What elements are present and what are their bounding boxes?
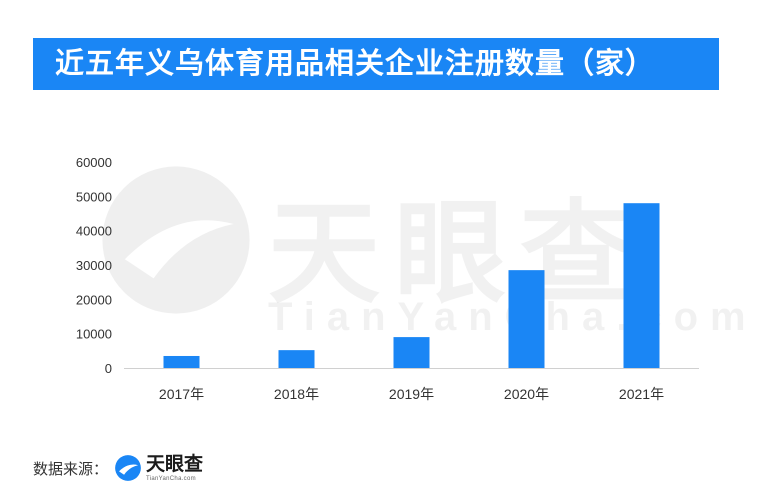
y-tick-label: 0 xyxy=(105,361,112,376)
y-tick-label: 30000 xyxy=(76,258,112,273)
x-tick-label: 2018年 xyxy=(274,386,319,402)
watermark-text: 天眼查 xyxy=(268,191,646,316)
logo-name: 天眼查 xyxy=(146,453,204,475)
y-tick-label: 50000 xyxy=(76,189,112,204)
title-banner: 近五年义乌体育用品相关企业注册数量（家） xyxy=(33,38,719,90)
watermark-logo-icon xyxy=(102,166,250,314)
logo-domain: TianYanCha.com xyxy=(146,475,196,482)
y-tick-label: 20000 xyxy=(76,292,112,307)
bar xyxy=(163,355,200,368)
chart-title: 近五年义乌体育用品相关企业注册数量（家） xyxy=(55,48,656,80)
tianyancha-logo: 天眼查 TianYanCha.com xyxy=(114,454,203,482)
x-tick-label: 2017年 xyxy=(159,386,204,402)
footer: 数据来源： 天眼查 TianYanCha.com xyxy=(33,450,203,486)
bar xyxy=(508,270,545,368)
y-tick-label: 10000 xyxy=(76,327,112,342)
bar-chart: 0 10000 20000 30000 40000 50000 60000 2017年 2018… xyxy=(76,155,699,402)
bar xyxy=(623,203,660,368)
tianyancha-logo-icon xyxy=(115,455,141,481)
x-tick-label: 2020年 xyxy=(504,386,549,402)
bar xyxy=(393,337,430,368)
source-label: 数据来源： xyxy=(33,460,109,478)
x-tick-label: 2021年 xyxy=(619,386,664,402)
watermark-domain: TianYanCha.com xyxy=(268,295,758,340)
bar xyxy=(278,350,315,368)
y-tick-label: 60000 xyxy=(76,155,112,170)
y-tick-label: 40000 xyxy=(76,224,112,239)
x-tick-label: 2019年 xyxy=(389,386,434,402)
